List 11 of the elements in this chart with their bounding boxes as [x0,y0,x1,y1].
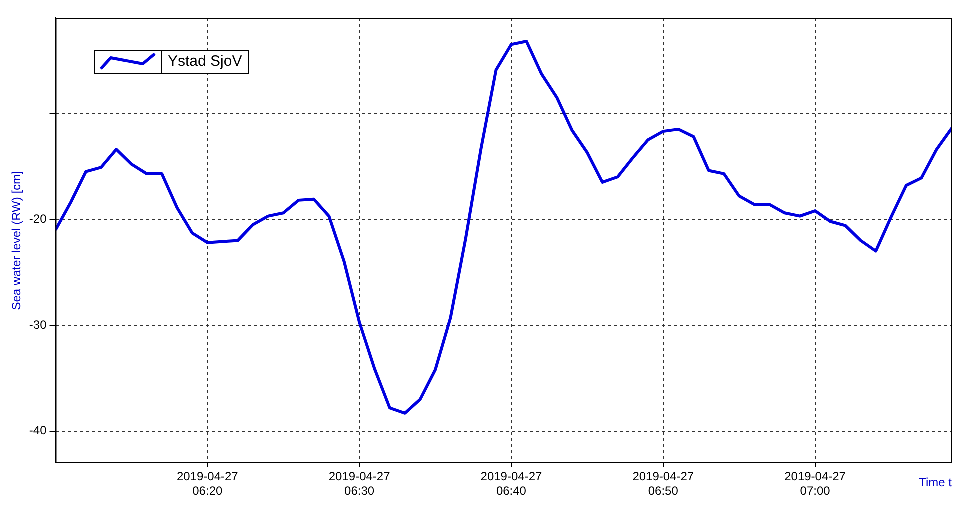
x-tick-label: 2019-04-27 06:50 [632,470,694,498]
x-tick-label: 2019-04-27 06:30 [328,470,391,498]
y-axis-title: Sea water level (RW) [cm] [10,171,24,310]
x-tick-label: 2019-04-27 06:40 [480,470,542,498]
x-axis-title: Time t [919,476,953,490]
x-tick-label: 2019-04-27 07:00 [784,470,846,498]
y-tick-label: -30 [29,318,48,332]
x-tick-label: 2019-04-27 06:20 [176,470,239,498]
y-tick-label: -40 [29,424,48,438]
y-tick-label: -20 [29,212,48,226]
legend-box: Ystad SjoV [94,50,250,74]
